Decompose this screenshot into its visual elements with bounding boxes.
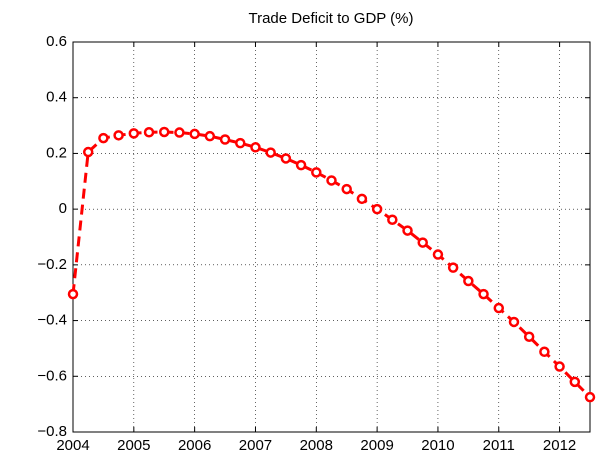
marker: [554, 361, 565, 372]
marker: [265, 147, 276, 158]
line: [71, 130, 592, 399]
marker: [67, 288, 79, 300]
marker: [539, 346, 550, 358]
marker: [82, 146, 94, 158]
x-tick-label: 2010: [421, 437, 454, 454]
marker: [371, 203, 383, 215]
marker: [523, 331, 535, 342]
marker: [219, 134, 231, 145]
marker: [356, 193, 368, 205]
y-tick-label: −0.2: [37, 256, 67, 273]
marker: [235, 137, 246, 149]
x-tick-label: 2004: [56, 437, 89, 454]
marker: [113, 130, 124, 141]
y-tick-label: 0.2: [46, 144, 67, 161]
marker: [204, 130, 216, 142]
y-tick-label: −0.8: [37, 423, 67, 440]
x-tick-label: 2006: [178, 437, 211, 454]
x-tick-label: 2011: [483, 437, 515, 454]
x-tick-label: 2009: [360, 437, 393, 454]
x-tick-label: 2005: [117, 437, 150, 454]
marker: [493, 302, 505, 314]
marker: [158, 126, 170, 138]
marker: [128, 128, 140, 139]
marker: [569, 376, 581, 388]
marker: [189, 128, 200, 140]
marker: [98, 132, 109, 144]
marker: [508, 316, 520, 328]
marker: [311, 167, 322, 178]
marker: [478, 288, 489, 300]
marker: [143, 127, 155, 138]
y-tick-label: 0.4: [46, 89, 67, 106]
marker: [463, 275, 474, 287]
x-tick-label: 2008: [300, 437, 333, 454]
marker: [584, 391, 596, 403]
marker: [447, 262, 459, 273]
marker: [280, 153, 292, 164]
marker: [402, 225, 413, 236]
y-tick-label: 0: [59, 200, 67, 217]
chart-title: Trade Deficit to GDP (%): [248, 10, 413, 27]
marker: [250, 142, 261, 153]
marker: [341, 183, 352, 195]
x-tick-label: 2012: [543, 437, 576, 454]
y-tick-label: −0.4: [37, 312, 67, 329]
marker: [387, 214, 398, 225]
marker: [174, 127, 185, 138]
x-tick-label: 2007: [239, 437, 272, 454]
y-tick-label: 0.6: [46, 33, 67, 50]
marker: [295, 159, 307, 171]
marker: [326, 175, 337, 186]
plot-frame: [72, 41, 591, 433]
marker: [432, 249, 444, 260]
y-tick-label: −0.6: [37, 367, 67, 384]
marker: [417, 237, 428, 248]
